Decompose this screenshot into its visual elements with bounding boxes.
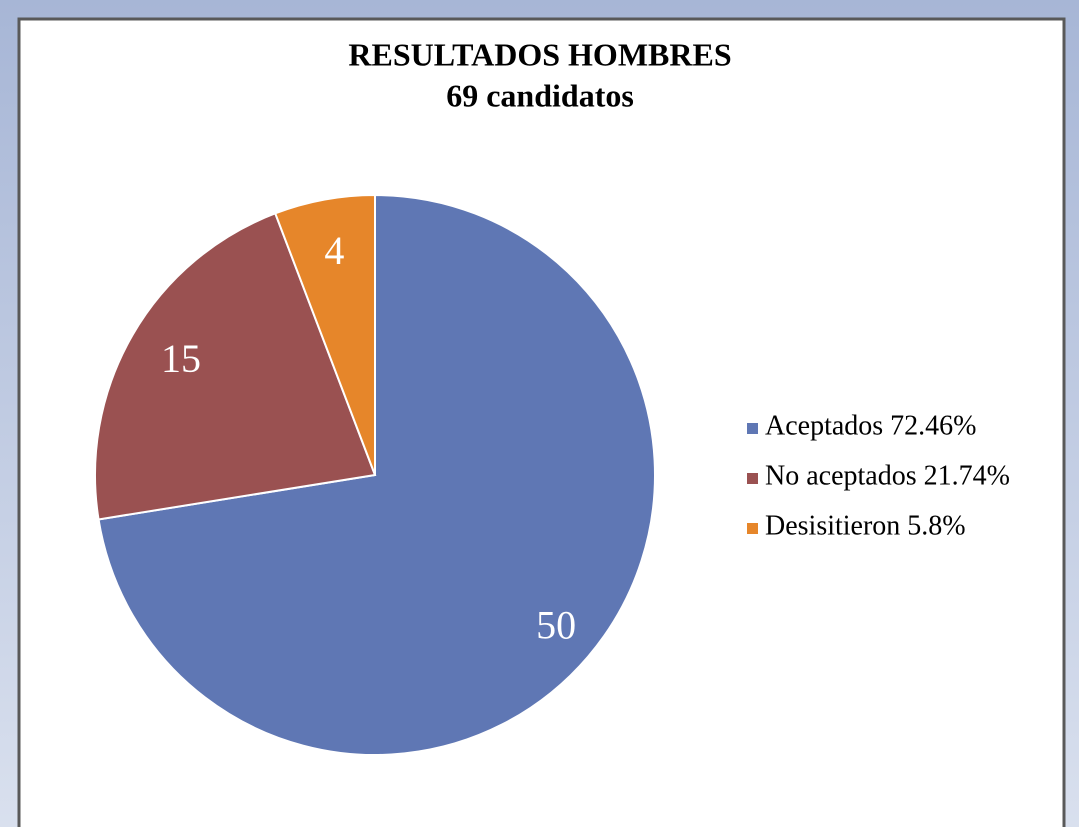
legend-label: No aceptados 21.74% [765,460,1010,491]
legend-swatch [747,423,758,434]
chart-title: RESULTADOS HOMBRES [348,36,731,72]
pie-slice [273,193,376,476]
data-label: 15 [161,336,201,381]
legend-swatch [747,473,758,484]
pie-slice [94,212,377,521]
legend-swatch [747,523,758,534]
data-label: 4 [324,228,344,273]
data-label: 50 [536,603,576,648]
legend-label: Aceptados 72.46% [765,410,977,441]
chart-subtitle: 69 candidatos [446,77,634,113]
pie-slice [97,193,656,756]
legend-label: Desisitieron 5.8% [765,510,966,541]
